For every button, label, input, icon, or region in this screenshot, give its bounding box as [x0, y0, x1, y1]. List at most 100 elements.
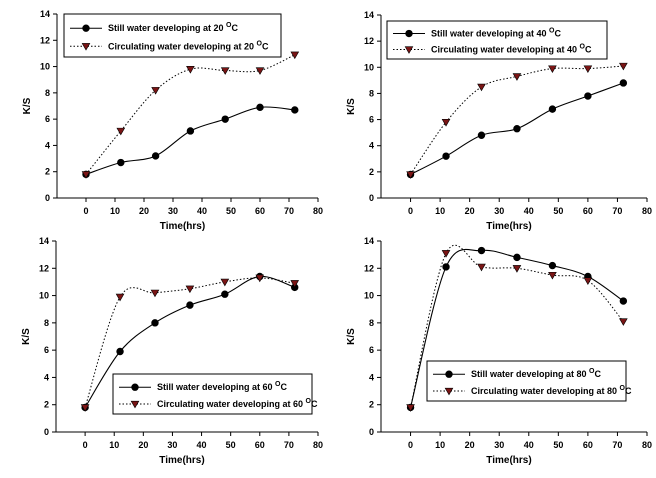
y-tick-label: 10 — [39, 291, 49, 301]
legend-entry-label: Still water developing at 60 OC — [157, 381, 288, 392]
data-point-triangle — [150, 289, 160, 298]
x-tick-label: 80 — [313, 440, 323, 450]
data-point-circle — [291, 106, 299, 114]
y-tick-label: 8 — [44, 318, 49, 328]
data-point-triangle — [220, 67, 230, 75]
data-point-circle — [477, 246, 486, 255]
legend-entry-label: Circulating water developing at 20 OC — [108, 40, 269, 51]
chart-20c: 0 2 4 6 8 10 12 14 0 10 20 30 40 50 60 70 80 Time(hrs) K/S… — [22, 9, 323, 232]
legend-degree-superscript: O — [306, 398, 312, 405]
y-axis-label: K/S — [346, 328, 357, 345]
y-axis-label: K/S — [346, 98, 357, 115]
chart-60c: 0 2 4 6 8 10 12 14 0 10 20 30 40 50 60 70 80 Time(hrs) K/S… — [21, 236, 323, 466]
x-tick-label: 40 — [197, 206, 207, 216]
data-point-triangle — [406, 404, 415, 412]
legend-entry-label: Still water developing at 20 OC — [108, 22, 239, 33]
legend-unit: C — [585, 45, 592, 55]
data-point-triangle — [80, 404, 90, 412]
data-point-circle — [619, 79, 628, 87]
legend-entry-label: Circulating water developing at 60 OC — [157, 398, 318, 409]
legend-unit: C — [311, 399, 318, 409]
data-point-triangle — [255, 67, 265, 75]
x-tick-label: 50 — [553, 206, 563, 216]
y-tick-label: 10 — [40, 62, 50, 72]
chart-panel-40c: 0 2 4 6 8 10 12 14 0 10 20 30 40 50 60 70 80 Time(hrs) K/S… — [328, 0, 656, 239]
legend-box — [426, 360, 627, 402]
x-tick-label: 20 — [465, 206, 475, 216]
legend: Still water developing at 80 OC Circulati… — [426, 360, 632, 402]
y-axis-label: K/S — [22, 97, 33, 114]
data-point-triangle — [548, 65, 557, 73]
x-tick-label: 30 — [167, 440, 177, 450]
x-tick-label: 10 — [109, 440, 119, 450]
x-tick-label: 0 — [408, 440, 413, 450]
y-tick-label: 0 — [44, 427, 49, 437]
series-markers-circulating-water — [406, 250, 628, 412]
data-point-circle — [221, 115, 229, 123]
legend-box — [63, 13, 282, 58]
y-tick-label: 2 — [369, 167, 374, 177]
legend-degree-superscript: O — [620, 385, 626, 392]
y-tick-label: 8 — [369, 88, 374, 98]
data-point-triangle — [186, 66, 195, 74]
y-tick-label: 6 — [369, 115, 374, 125]
data-point-circle — [442, 152, 450, 160]
data-point-circle — [82, 24, 90, 32]
legend-entry-label: Still water developing at 40 OC — [431, 28, 562, 39]
data-point-circle — [548, 105, 557, 113]
x-tick-label: 80 — [313, 206, 323, 216]
data-point-triangle — [512, 265, 522, 273]
data-point-triangle — [115, 293, 125, 302]
legend-degree-superscript: O — [275, 381, 281, 388]
data-point-circle — [548, 261, 557, 270]
data-point-circle — [186, 127, 195, 135]
x-tick-label: 10 — [110, 206, 120, 216]
x-tick-label: 10 — [435, 206, 445, 216]
chart-40c: 0 2 4 6 8 10 12 14 0 10 20 30 40 50 60 70 80 Time(hrs) K/S… — [346, 10, 652, 232]
legend-degree-superscript: O — [226, 22, 232, 29]
x-tick-label: 50 — [226, 440, 236, 450]
x-tick-label: 10 — [435, 440, 445, 450]
x-tick-label: 50 — [226, 206, 236, 216]
y-tick-label: 14 — [40, 9, 50, 19]
x-tick-label: 0 — [83, 440, 88, 450]
data-point-circle — [221, 290, 229, 298]
data-point-triangle — [583, 65, 593, 73]
data-point-circle — [117, 158, 125, 167]
data-point-triangle — [548, 271, 557, 280]
data-point-triangle — [185, 285, 195, 294]
legend-degree-superscript: O — [549, 28, 555, 35]
legend-unit: C — [262, 41, 269, 51]
y-tick-label: 14 — [364, 236, 374, 246]
x-tick-label: 40 — [524, 440, 534, 450]
x-tick-label: 70 — [284, 206, 294, 216]
x-tick-label: 20 — [465, 440, 475, 450]
x-tick-label: 30 — [168, 206, 178, 216]
data-point-triangle — [406, 171, 415, 179]
x-tick-label: 60 — [255, 206, 265, 216]
legend-box — [386, 20, 608, 60]
data-point-triangle — [81, 43, 91, 51]
x-tick-label: 60 — [583, 440, 593, 450]
series-markers-still-water — [406, 79, 628, 179]
legend-degree-superscript: O — [589, 368, 595, 375]
data-point-circle — [256, 103, 264, 112]
legend-unit: C — [232, 23, 239, 33]
data-point-triangle — [116, 127, 126, 136]
legend: Still water developing at 60 OC Circulati… — [112, 373, 318, 415]
legend-unit: C — [625, 386, 632, 396]
legend-unit: C — [281, 382, 288, 392]
chart-panel-60c: 0 2 4 6 8 10 12 14 0 10 20 30 40 50 60 70 80 Time(hrs) K/S… — [0, 236, 328, 478]
y-tick-label: 0 — [369, 427, 374, 437]
data-point-circle — [151, 152, 160, 160]
legend-entry-label: Circulating water developing at 80 OC — [471, 385, 632, 396]
data-point-circle — [116, 347, 124, 356]
x-tick-label: 80 — [642, 440, 652, 450]
chart-panel-20c: 0 2 4 6 8 10 12 14 0 10 20 30 40 50 60 70 80 Time(hrs) K/S… — [0, 0, 328, 239]
x-tick-label: 30 — [494, 206, 504, 216]
data-point-circle — [445, 370, 453, 378]
x-tick-label: 40 — [524, 206, 534, 216]
y-tick-label: 8 — [45, 88, 50, 98]
data-point-triangle — [404, 46, 414, 54]
data-point-circle — [619, 297, 628, 305]
